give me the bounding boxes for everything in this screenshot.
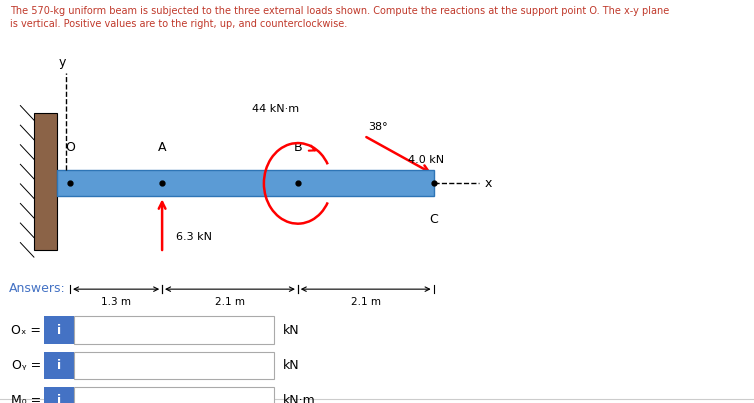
Text: C: C <box>429 212 438 226</box>
Text: kN·m: kN·m <box>283 395 315 403</box>
Bar <box>34 113 57 250</box>
Text: M₀ =: M₀ = <box>11 395 41 403</box>
Bar <box>57 170 434 196</box>
Bar <box>44 316 74 344</box>
Bar <box>44 387 74 403</box>
Text: 1.3 m: 1.3 m <box>101 297 131 307</box>
Text: x: x <box>485 177 492 190</box>
Bar <box>74 352 274 379</box>
Text: y: y <box>58 56 66 69</box>
Text: Oᵧ =: Oᵧ = <box>12 359 41 372</box>
Text: is vertical. Positive values are to the right, up, and counterclockwise.: is vertical. Positive values are to the … <box>10 19 347 29</box>
Bar <box>44 352 74 379</box>
Text: 2.1 m: 2.1 m <box>215 297 245 307</box>
Bar <box>74 316 274 344</box>
Text: O: O <box>65 141 75 154</box>
Text: i: i <box>57 324 61 337</box>
Text: i: i <box>57 359 61 372</box>
Text: B: B <box>293 141 302 154</box>
Text: A: A <box>158 141 167 154</box>
Text: i: i <box>57 395 61 403</box>
Text: kN: kN <box>283 359 299 372</box>
Text: The 570-kg uniform beam is subjected to the three external loads shown. Compute : The 570-kg uniform beam is subjected to … <box>10 6 669 16</box>
Text: 38°: 38° <box>368 122 388 132</box>
Text: Oₓ =: Oₓ = <box>11 324 41 337</box>
Text: Answers:: Answers: <box>9 282 66 295</box>
Text: kN: kN <box>283 324 299 337</box>
Text: 4.0 kN: 4.0 kN <box>408 154 444 164</box>
Bar <box>74 387 274 403</box>
Text: 6.3 kN: 6.3 kN <box>176 232 212 242</box>
Text: 2.1 m: 2.1 m <box>351 297 381 307</box>
Text: 44 kN·m: 44 kN·m <box>252 104 299 114</box>
